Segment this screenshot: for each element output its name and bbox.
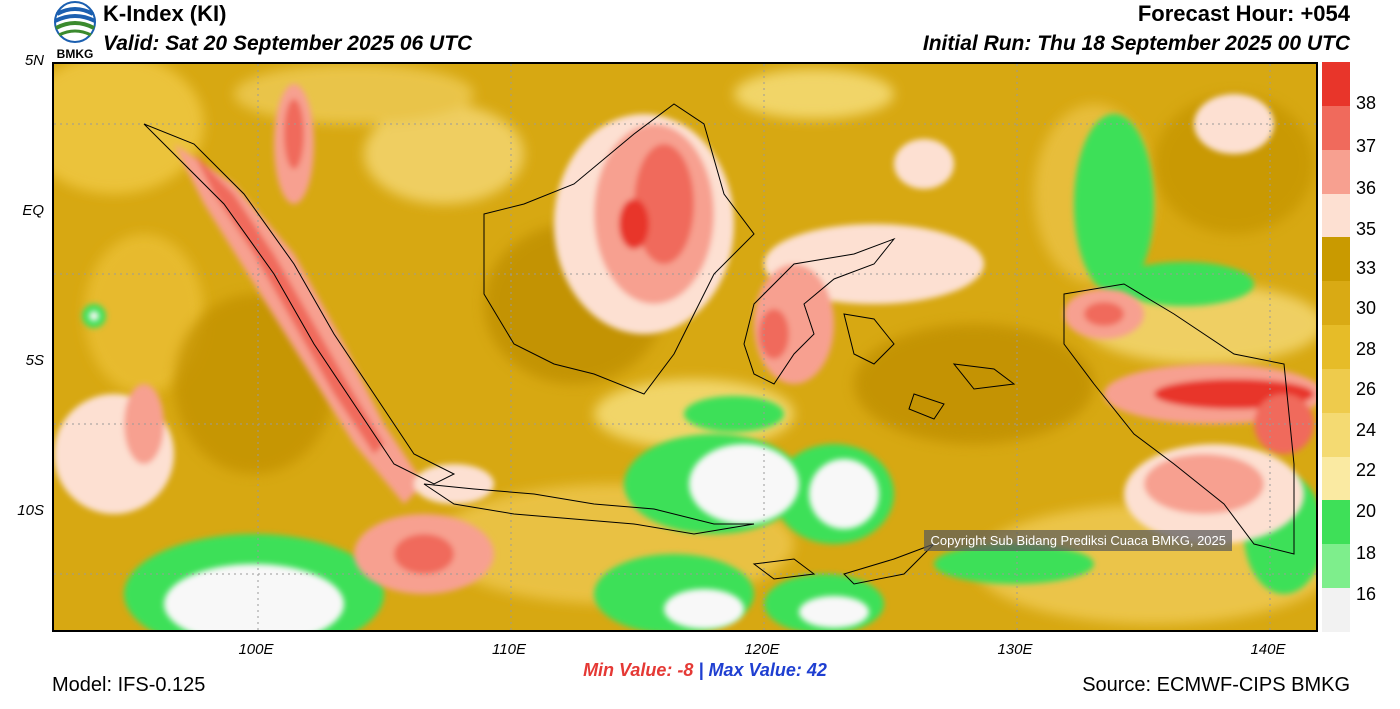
colorbar-label: 35 [1356,219,1377,239]
page-title: K-Index (KI) [103,1,227,26]
colorbar-segment [1322,500,1350,545]
colorbar-label: 18 [1356,543,1377,563]
colorbar-label: 22 [1356,460,1377,480]
lat-label-5n: 5N [24,52,44,69]
min-value: -8 [677,660,694,680]
lon-label-140e: 140E [1250,641,1286,658]
min-max-values: Min Value: -8 | Max Value: 42 [0,660,1400,681]
lat-label-10s: 10S [17,502,44,519]
lon-label-120e: 120E [744,641,780,658]
colorbar-segment [1322,105,1350,151]
model-label: Model: IFS-0.125 [52,674,206,696]
colorbar-segment [1322,325,1350,370]
colorbar-label: 36 [1356,178,1377,198]
colorbar-label: 33 [1356,258,1377,278]
logo-text: BMKG [57,47,94,61]
colorbar-segment [1322,193,1350,238]
colorbar-segment [1322,62,1350,107]
lon-label-100e: 100E [238,641,274,658]
copyright-notice: Copyright Sub Bidang Prediksi Cuaca BMKG… [924,530,1232,551]
min-label: Min Value: [583,660,673,680]
colorbar-label: 38 [1356,93,1377,113]
colorbar [1322,62,1350,633]
colorbar-segment [1322,149,1350,195]
colorbar-segment [1322,412,1350,458]
colorbar-label: 37 [1356,136,1377,156]
colorbar-segment [1322,588,1350,633]
lon-label-110e: 110E [492,641,526,658]
initial-run: Initial Run: Thu 18 September 2025 00 UT… [922,32,1350,55]
colorbar-label: 30 [1356,298,1377,318]
colorbar-label: 26 [1356,379,1377,399]
source-label: Source: ECMWF-CIPS BMKG [1082,674,1350,696]
lat-label-5s: 5S [25,352,44,369]
colorbar-segment [1322,544,1350,589]
k-index-map[interactable]: Copyright Sub Bidang Prediksi Cuaca BMKG… [52,62,1318,632]
colorbar-label: 20 [1356,501,1377,521]
lon-label-130e: 130E [997,641,1033,658]
colorbar-label: 24 [1356,420,1377,440]
colorbar-segment [1322,281,1350,326]
max-label: Max Value: [708,660,802,680]
colorbar-label: 16 [1356,584,1377,604]
max-value: 42 [806,660,827,680]
valid-time: Valid: Sat 20 September 2025 06 UTC [103,32,473,55]
colorbar-label: 28 [1356,339,1377,359]
bmkg-logo: BMKG [50,0,100,62]
lat-label-eq: EQ [22,202,44,219]
map-canvas [54,64,1316,630]
min-max-separator: | [698,660,704,680]
colorbar-segment [1322,456,1350,501]
forecast-hour: Forecast Hour: +054 [1137,1,1350,26]
colorbar-segment [1322,237,1350,282]
colorbar-segment [1322,368,1350,414]
